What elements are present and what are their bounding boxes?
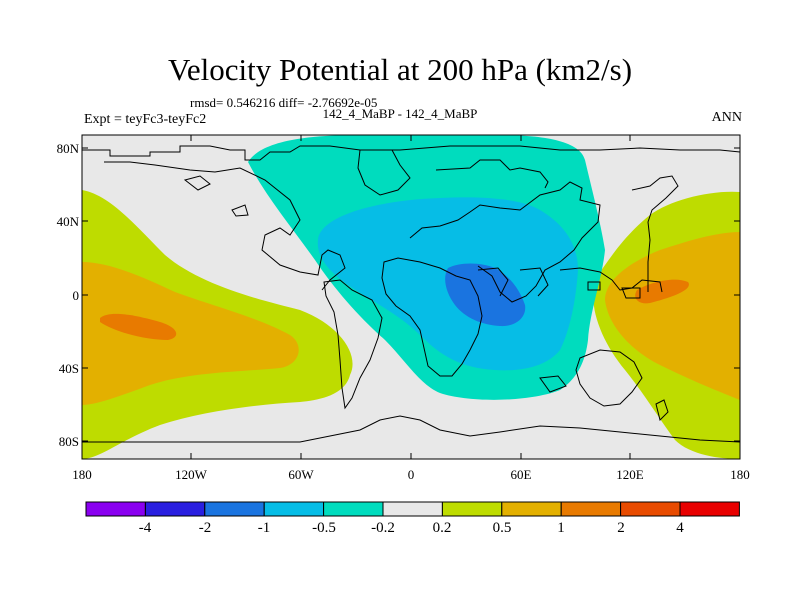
lat-label-40n: 40N	[56, 214, 79, 229]
lon-label-60w: 60W	[288, 467, 314, 482]
lon-label-180e: 180	[730, 467, 750, 482]
axis-ticks	[82, 135, 740, 459]
lat-label-40s: 40S	[58, 361, 79, 376]
negative-region-core	[445, 263, 526, 327]
colorbar-box-11	[679, 501, 740, 517]
colorbar-label: -4	[138, 520, 152, 536]
rmsd-diff-text: rmsd= 0.546216 diff= -2.76692e-05	[190, 95, 378, 110]
coastlines	[82, 145, 740, 443]
positive-region-east-mid	[605, 232, 740, 400]
colorbar-box-1	[85, 501, 146, 517]
colorbar-label: 2	[617, 520, 625, 536]
lon-label-180w: 180	[72, 467, 92, 482]
lat-label-0: 0	[72, 288, 80, 303]
season-text: ANN	[711, 110, 742, 125]
period-text: 142_4_MaBP - 142_4_MaBP	[322, 106, 478, 121]
lat-label-80n: 80N	[56, 141, 79, 156]
colorbar-label: -0.2	[371, 520, 395, 536]
velocity-potential-field	[82, 135, 740, 459]
colorbar-label: 0.2	[432, 520, 452, 536]
colorbar-box-3	[204, 501, 265, 517]
colorbar-box-6	[382, 501, 443, 517]
colorbar-box-4	[263, 501, 325, 517]
plot-title: Velocity Potential at 200 hPa (km2/s)	[167, 52, 633, 87]
colorbar-label: 1	[557, 520, 565, 536]
colorbar-box-7	[441, 501, 503, 517]
lon-label-120e: 120E	[616, 467, 644, 482]
positive-region-west-core	[100, 313, 177, 340]
colorbar	[85, 501, 740, 517]
colorbar-label: -1	[257, 520, 271, 536]
positive-region-west-mid	[82, 262, 299, 405]
colorbar-label: -2	[198, 520, 212, 536]
colorbar-label: 4	[676, 520, 684, 536]
colorbar-box-10	[620, 501, 681, 517]
lat-label-80s: 80S	[58, 434, 79, 449]
colorbar-box-2	[144, 501, 206, 517]
colorbar-box-5	[323, 501, 384, 517]
lon-label-0: 0	[407, 467, 415, 482]
lon-label-120w: 120W	[175, 467, 207, 482]
colorbar-label: -0.5	[312, 520, 336, 536]
lon-label-60e: 60E	[510, 467, 532, 482]
colorbar-box-8	[501, 501, 562, 517]
colorbar-label: 0.5	[492, 520, 512, 536]
experiment-text: Expt = teyFc3-teyFc2	[84, 112, 207, 127]
colorbar-box-9	[560, 501, 622, 517]
